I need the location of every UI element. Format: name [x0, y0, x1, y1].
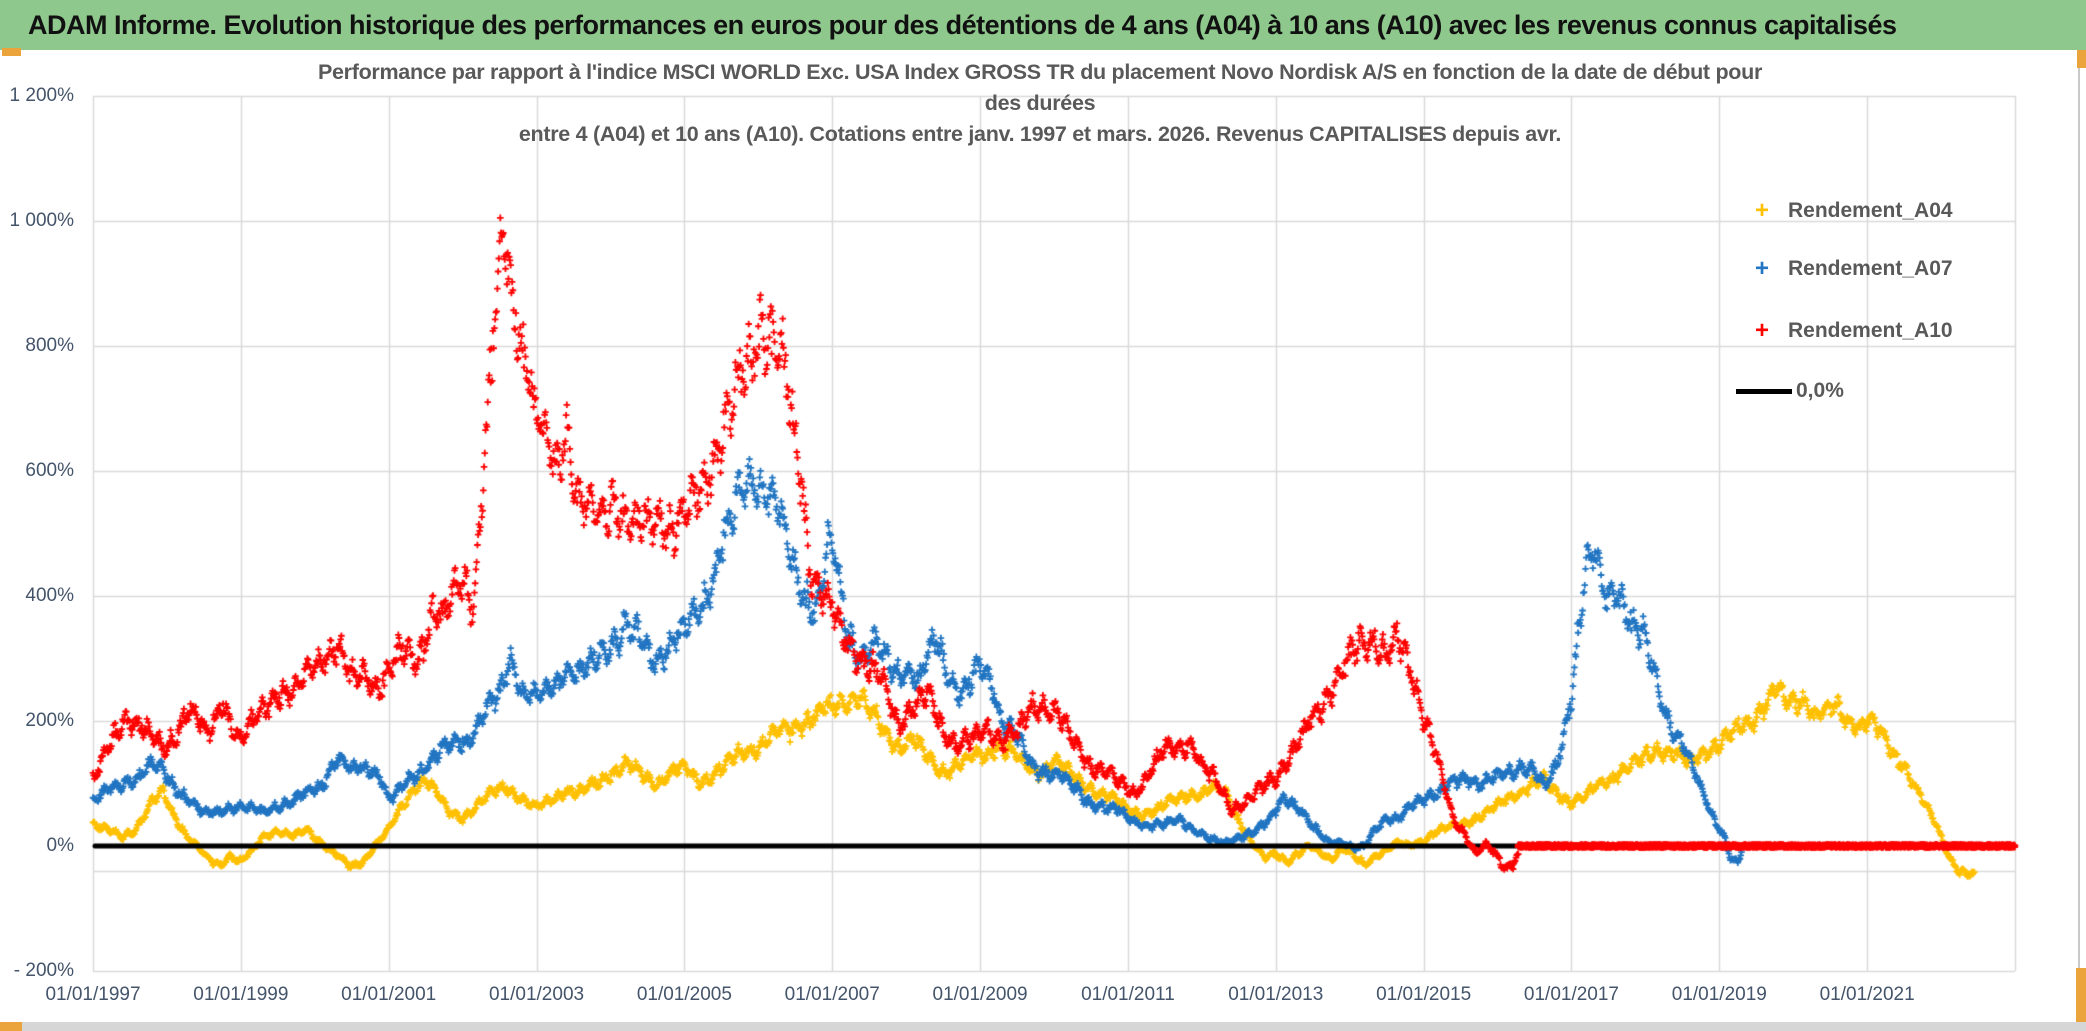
legend-item-rendement-a04: + Rendement_A04: [1736, 196, 1953, 226]
legend-label: 0,0%: [1796, 379, 1844, 402]
legend-label: Rendement_A04: [1788, 199, 1953, 222]
legend-label: Rendement_A07: [1788, 257, 1953, 280]
right-amber-corner-top: [2077, 50, 2086, 68]
legend-item-rendement-a10: + Rendement_A10: [1736, 316, 1953, 346]
chart-title-line-2: des durées: [984, 91, 1096, 115]
legend-plus-marker: +: [1754, 317, 1769, 344]
legend-plus-marker: +: [1754, 255, 1769, 282]
chart-title-line-3: entre 4 (A04) et 10 ans (A10). Cotations…: [518, 122, 1562, 146]
x-tick-label: 01/01/2009: [932, 984, 1028, 1005]
x-tick-label: 01/01/1997: [45, 984, 141, 1005]
x-tick-label: 01/01/1999: [193, 984, 289, 1005]
legend-label: Rendement_A10: [1788, 319, 1953, 342]
legend-line-swatch: [1736, 388, 1792, 394]
x-tick-label: 01/01/2013: [1228, 984, 1324, 1005]
legend-item-0-0-: 0,0%: [1736, 376, 1844, 406]
chart-title-line-1: Performance par rapport à l'indice MSCI …: [317, 60, 1763, 84]
page-right-border: [2078, 50, 2080, 1022]
x-tick-label: 01/01/2011: [1081, 984, 1175, 1005]
x-tick-label: 01/01/2017: [1523, 984, 1619, 1005]
x-tick-label: 01/01/2021: [1819, 984, 1915, 1005]
y-tick-label: 1 000%: [9, 210, 74, 231]
legend-plus-marker: +: [1754, 197, 1769, 224]
x-tick-label: 01/01/2005: [636, 984, 732, 1005]
legend-item-rendement-a07: + Rendement_A07: [1736, 254, 1953, 284]
footer-bar: [0, 1022, 2086, 1031]
x-tick-label: 01/01/2003: [488, 984, 585, 1005]
y-tick-label: 800%: [25, 335, 74, 356]
y-tick-label: 400%: [25, 585, 74, 606]
y-tick-label: - 200%: [13, 960, 74, 981]
footer-amber-block: [0, 1022, 22, 1031]
right-amber-corner-bottom: [2076, 968, 2086, 1031]
x-tick-label: 01/01/2007: [784, 984, 880, 1005]
x-tick-label: 01/01/2015: [1376, 984, 1472, 1005]
chart-title: Performance par rapport à l'indice MSCI …: [95, 57, 1985, 150]
y-tick-label: 200%: [25, 710, 74, 731]
x-tick-label: 01/01/2001: [341, 984, 437, 1005]
y-tick-label: 1 200%: [9, 85, 74, 106]
x-tick-label: 01/01/2019: [1671, 984, 1767, 1005]
left-amber-tab: [2, 48, 21, 56]
y-tick-label: 600%: [25, 460, 74, 481]
y-tick-label: 0%: [46, 835, 74, 856]
